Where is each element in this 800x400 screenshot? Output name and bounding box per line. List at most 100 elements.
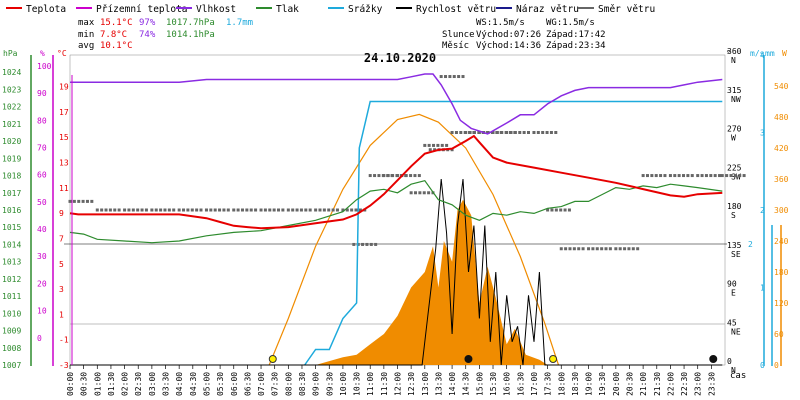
axis-hpa-unit: hPa [3, 49, 18, 58]
wind-direction-point [450, 131, 454, 134]
wind-direction-point [77, 199, 81, 203]
wind-direction-point [500, 131, 504, 134]
wind-direction-point [314, 208, 318, 212]
axis-mm-unit: mm [765, 49, 775, 58]
legend-item: Vlhkost [176, 4, 236, 15]
axis-direction-tick: 180 [727, 202, 742, 211]
wind-direction-point [422, 191, 426, 195]
axis-hpa-tick: 1018 [2, 172, 21, 181]
wind-direction-point [700, 174, 704, 178]
x-tick-label: 07:00 [257, 372, 266, 396]
axis-hpa-tick: 1011 [2, 292, 21, 301]
x-tick-label: 20:00 [612, 372, 621, 396]
x-tick-label: 03:00 [148, 372, 157, 396]
wind-direction-point [581, 247, 585, 251]
wind-direction-point [718, 174, 722, 178]
axis-pct-tick: 100 [37, 62, 52, 71]
x-tick-label: 09:00 [312, 372, 321, 396]
legend-item: Teplota [6, 4, 66, 15]
x-tick-label: 19:00 [585, 372, 594, 396]
axis-celsius-tick: 7 [59, 234, 64, 243]
x-tick-label: 14:30 [462, 372, 471, 396]
wind-direction-point [404, 174, 408, 178]
chart-title: 24.10.2020 [364, 51, 436, 65]
x-tick-label: 00:00 [66, 372, 75, 396]
x-tick-label: 23:30 [707, 372, 716, 396]
wind-direction-point [327, 208, 331, 212]
wind-direction-point [186, 208, 190, 212]
stats-block: max 15.1°C 97% 1017.7hPa 1.7mm min 7.8°C 74% 101… [78, 18, 253, 51]
wind-direction-point [341, 208, 345, 212]
axis-celsius-tick: 9 [59, 209, 64, 218]
x-tick-label: 15:00 [475, 372, 484, 396]
legend-label: Srážky [348, 4, 383, 15]
wind-direction-point [85, 199, 89, 203]
wind-direction-point [427, 143, 431, 147]
wind-direction-point [304, 208, 308, 212]
axis-celsius-tick: 5 [59, 260, 64, 269]
axis-hpa-tick: 1019 [2, 154, 21, 163]
wind-direction-point [454, 131, 458, 134]
wind-direction-point [677, 174, 681, 178]
x-tick-label: 16:30 [516, 372, 525, 396]
axis-ms-tick: 2 [760, 206, 765, 215]
wind-direction-point [90, 199, 94, 203]
wind-direction-point [650, 174, 654, 178]
wind-direction-point [495, 131, 499, 134]
x-tick-label: 00:30 [80, 372, 89, 396]
axis-direction-label: W [731, 134, 736, 143]
x-tick-label: 08:30 [298, 372, 307, 396]
axis-ms-tick: 0 [760, 361, 765, 370]
moonrise-info: Východ:14:36 [476, 41, 541, 51]
x-tick-label: 10:30 [353, 372, 362, 396]
wind-direction-point [318, 208, 322, 212]
wind-direction-point [668, 174, 672, 178]
wind-direction-point [554, 208, 558, 212]
wind-direction-point [673, 174, 677, 178]
wind-direction-point [563, 208, 567, 212]
wind-direction-point [72, 199, 76, 203]
temperature-line [69, 134, 723, 230]
wind-direction-point [113, 208, 117, 212]
axis-mm: mm 2 [748, 49, 775, 249]
wind-direction-point [299, 208, 303, 212]
x-tick-label: 08:00 [284, 372, 293, 396]
wind-direction-point [68, 199, 72, 203]
wind-direction-point [559, 208, 563, 212]
wind-direction-point [117, 208, 121, 212]
wind-direction-point [361, 242, 365, 246]
x-tick-label: 13:30 [434, 372, 443, 396]
legend-item: Rychlost větru [396, 4, 496, 15]
wind-direction-point [413, 174, 417, 178]
wind-direction-point [391, 174, 395, 178]
axis-celsius: °C 19 17 15 13 11 9 7 5 3 1 -1 -3 [57, 49, 69, 370]
wind-direction-point [373, 174, 377, 178]
wind-direction-point [127, 208, 131, 212]
wind-direction-point [159, 208, 163, 212]
wind-gust-info: WG:1.5m/s [546, 18, 595, 28]
wind-direction-point [491, 131, 495, 134]
sunset-info: Západ:17:42 [546, 30, 606, 40]
wind-direction-point [554, 131, 558, 134]
x-tick-label: 12:00 [394, 372, 403, 396]
wind-direction-point [182, 208, 186, 212]
wind-direction-point [486, 131, 490, 134]
legend-label: Náraz větru [516, 4, 579, 15]
legend-label: Teplota [26, 4, 66, 15]
x-tick-label: 11:00 [366, 372, 375, 396]
wind-direction-point [608, 247, 612, 251]
stat-label: max [78, 18, 95, 28]
wind-direction-point [468, 131, 472, 134]
wind-direction-point [322, 208, 326, 212]
axis-hpa-tick: 1017 [2, 189, 21, 198]
axis-ms-tick: 1 [760, 284, 765, 293]
wind-direction-point [690, 174, 694, 178]
wind-direction-point [587, 247, 591, 251]
wind-direction-point [550, 208, 554, 212]
wind-direction-point [335, 208, 339, 212]
axis-hpa-tick: 1008 [2, 344, 21, 353]
wind-direction-point [417, 174, 421, 178]
axis-celsius-tick: 3 [59, 285, 64, 294]
wind-direction-point [464, 131, 468, 134]
stat-humidity: 97% [139, 18, 156, 28]
